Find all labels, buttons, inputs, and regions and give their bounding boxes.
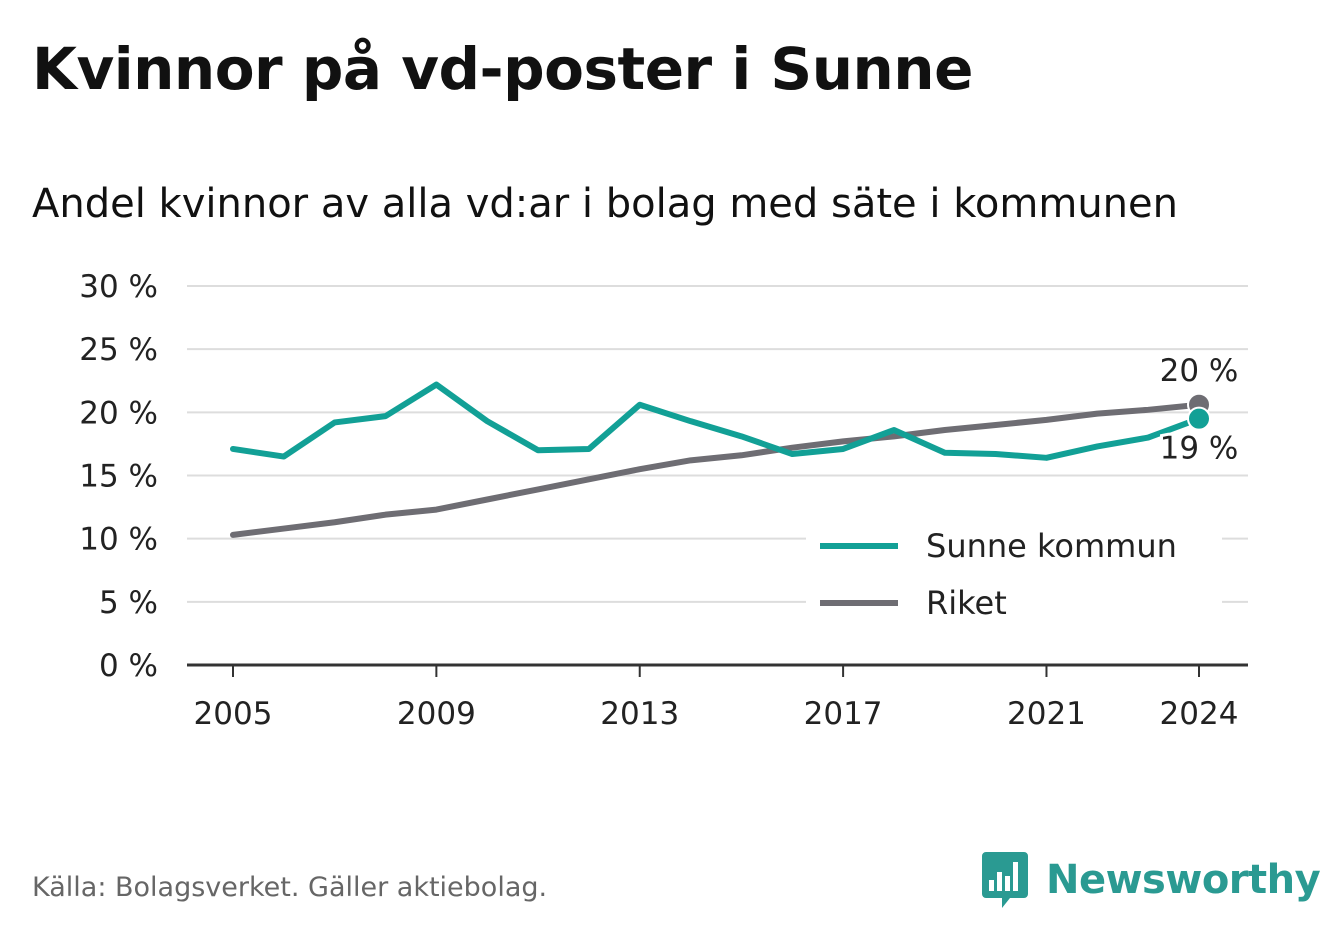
y-tick-label: 25 % — [79, 332, 158, 368]
series-lines: 20 % 19 % — [230, 350, 1241, 538]
x-tick-label: 2005 — [194, 696, 273, 732]
chart-subtitle: Andel kvinnor av alla vd:ar i bolag med … — [32, 181, 1178, 227]
y-tick-label: 20 % — [79, 395, 158, 431]
legend-label: Riket — [926, 584, 1007, 622]
x-tick-label: 2017 — [804, 696, 883, 732]
x-axis-ticks: 2005 2009 2013 2017 2021 2024 — [194, 665, 1239, 732]
legend-background — [806, 517, 1222, 635]
y-tick-label: 5 % — [99, 585, 158, 621]
brand-logo: Newsworthy — [980, 848, 1321, 912]
gridlines — [187, 285, 1248, 667]
brand-name: Newsworthy — [1046, 857, 1321, 903]
x-tick-label: 2013 — [600, 696, 679, 732]
legend: Sunne kommun Riket — [806, 517, 1222, 635]
end-label-riket: 20 % — [1160, 353, 1239, 389]
y-axis-ticks: 0 % 5 % 10 % 15 % 20 % 25 % 30 % — [79, 269, 158, 684]
legend-label: Sunne kommun — [926, 527, 1177, 565]
x-tick-label: 2024 — [1160, 696, 1239, 732]
y-tick-label: 10 % — [79, 522, 158, 558]
source-note: Källa: Bolagsverket. Gäller aktiebolag. — [32, 872, 548, 903]
series-line-riket — [230, 401, 1202, 538]
end-point-sunne — [1187, 406, 1211, 431]
y-tick-label: 15 % — [79, 459, 158, 495]
x-tick-label: 2021 — [1007, 696, 1086, 732]
end-label-sunne: 19 % — [1160, 431, 1239, 467]
y-tick-label: 0 % — [99, 648, 158, 684]
x-tick-label: 2009 — [397, 696, 476, 732]
chart-title: Kvinnor på vd-poster i Sunne — [32, 35, 973, 103]
y-tick-label: 30 % — [79, 269, 158, 305]
bar-chart-icon — [982, 852, 1028, 908]
series-line-sunne — [230, 381, 1202, 461]
